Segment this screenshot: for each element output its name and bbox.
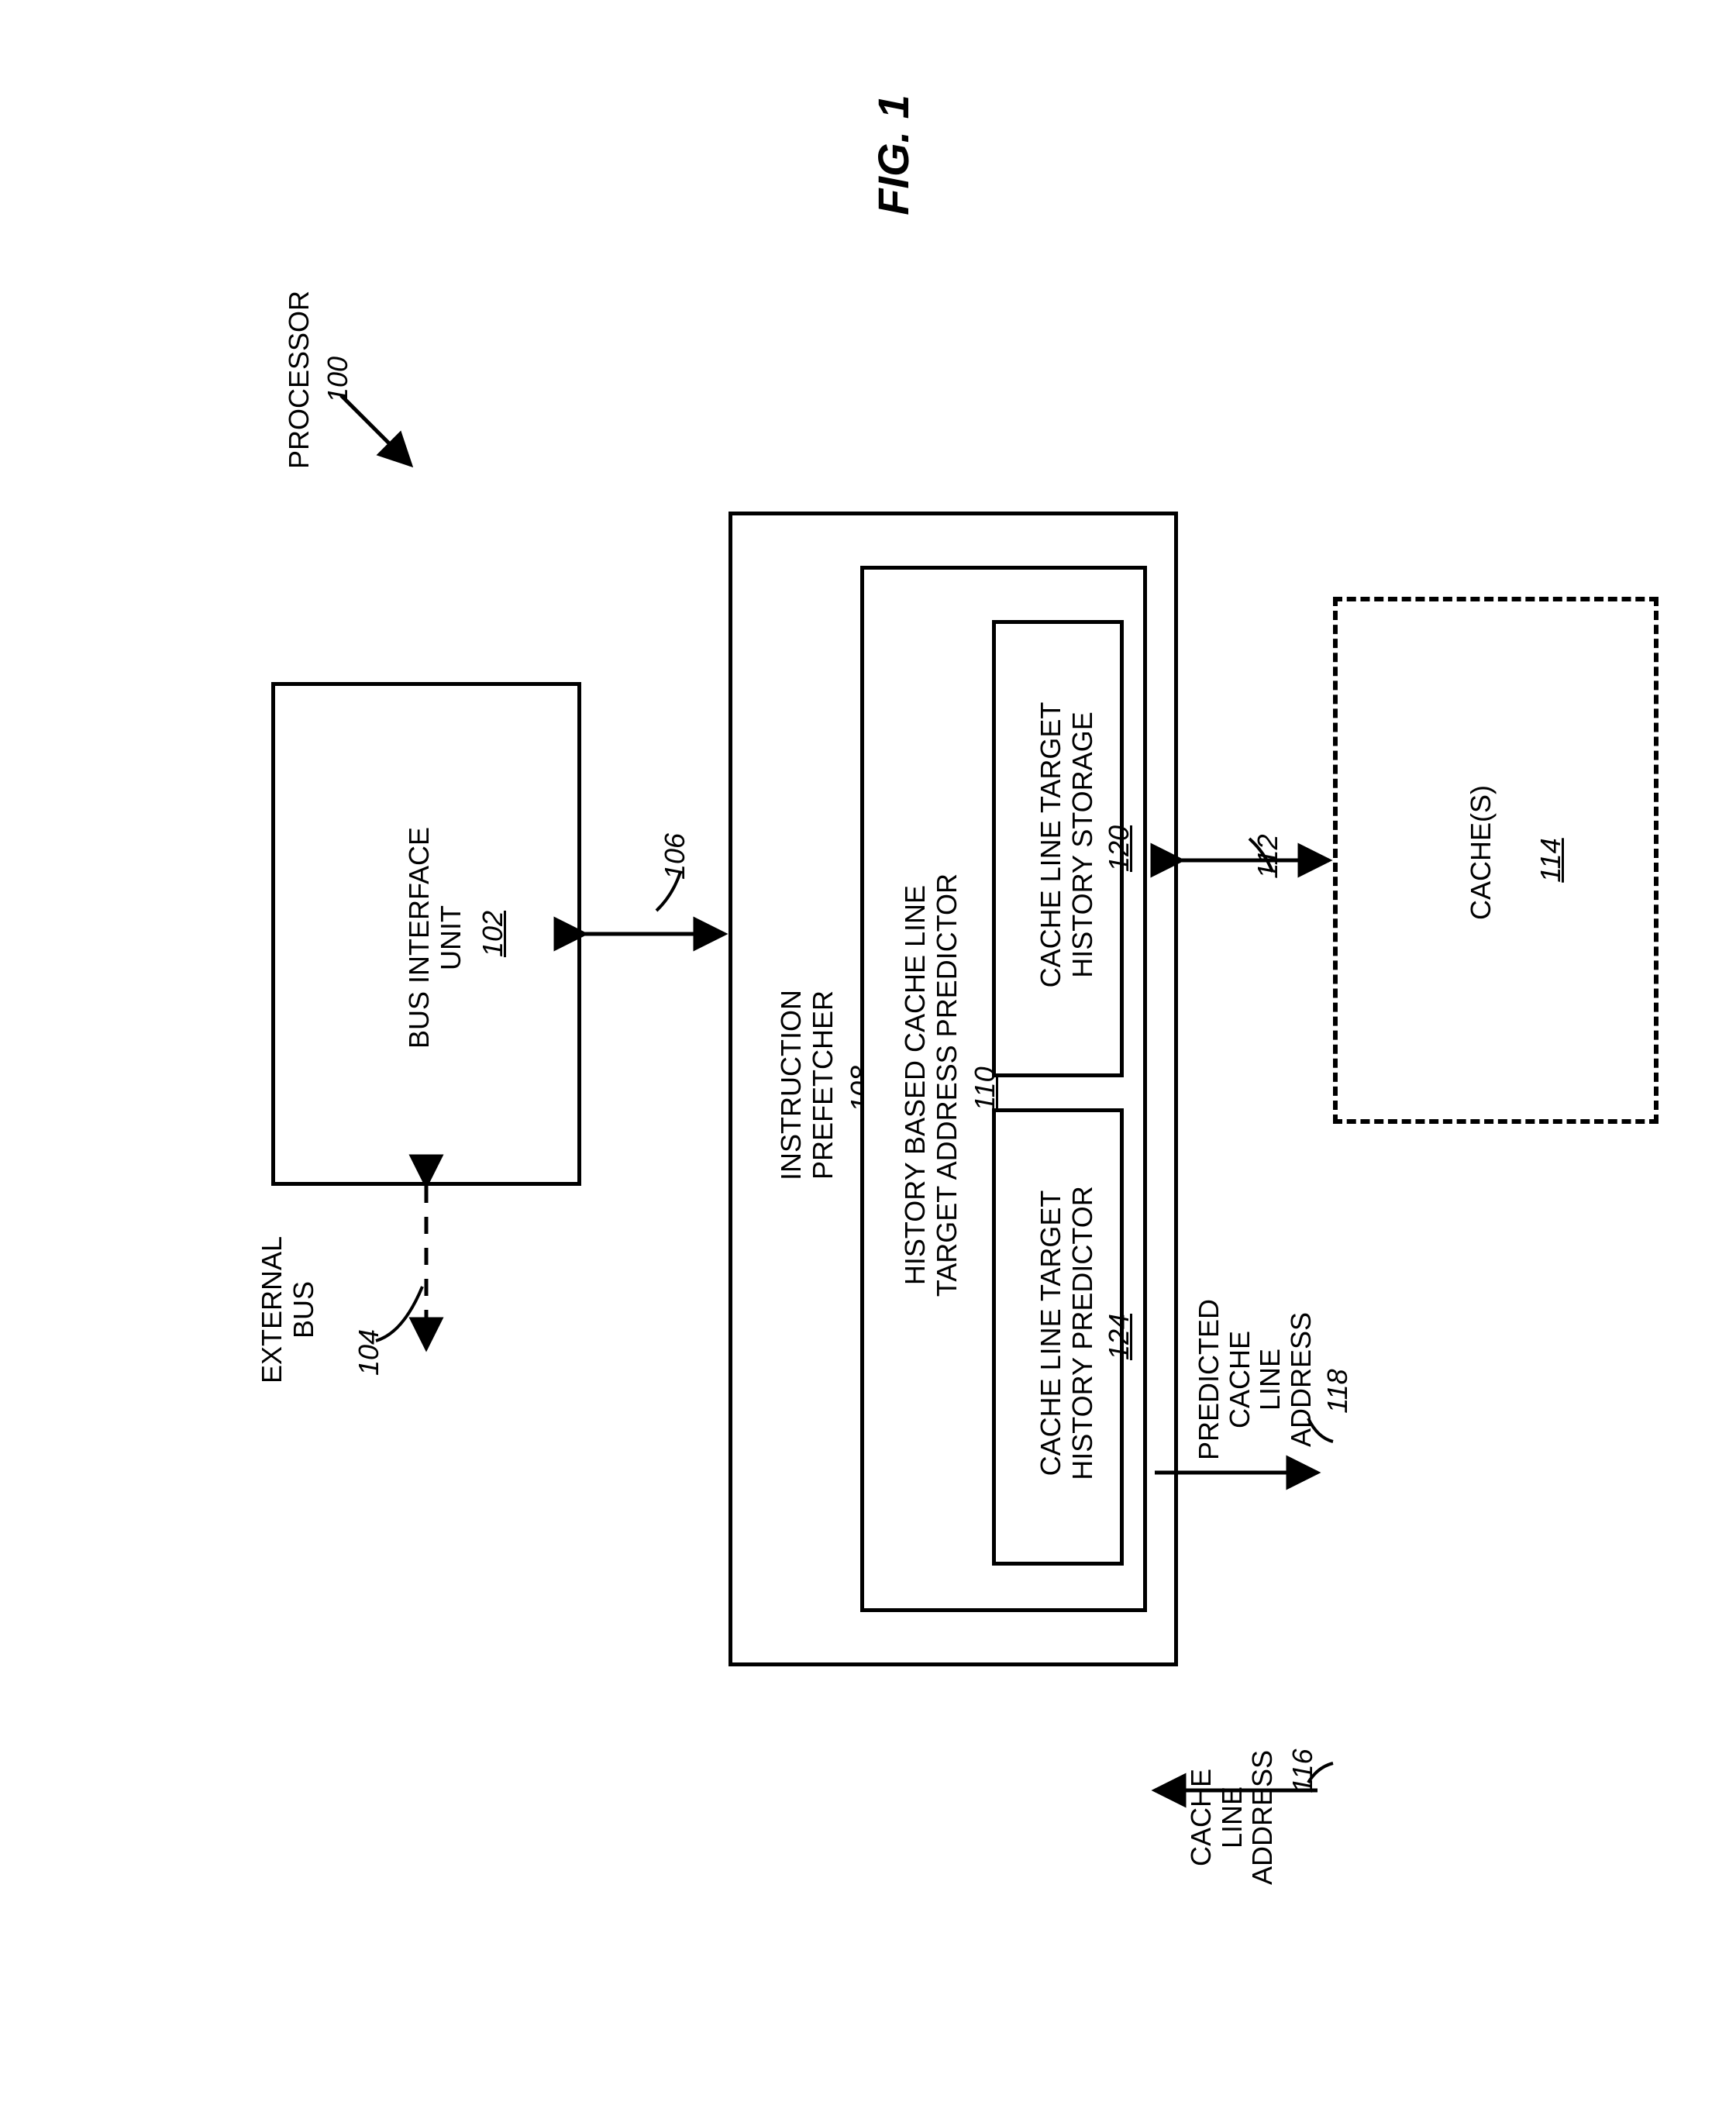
history-storage-ref: 120 [1103,818,1135,880]
external-bus-ref: 104 [353,1314,385,1391]
caches-ref: 114 [1534,829,1567,891]
processor-label: PROCESSOR [283,279,315,481]
history-storage-label: CACHE LINE TARGET HISTORY STORAGE [1035,690,1099,1000]
bus-interface-label: BUS INTERFACE UNIT [403,814,467,1062]
history-predictor-label: CACHE LINE TARGET HISTORY PREDICTOR [1035,1170,1099,1496]
predicted-addr-label: PREDICTED CACHE LINE ADDRESS [1194,1287,1316,1473]
bus-interface-ref: 102 [477,903,509,965]
figure-title: FIG. 1 [868,54,918,256]
prefetcher-label: INSTRUCTION PREFETCHER [775,969,839,1201]
arrow-106-ref: 106 [659,825,691,887]
predictor-outer-label: HISTORY BASED CACHE LINE TARGET ADDRESS … [899,868,963,1302]
predicted-addr-ref: 118 [1321,1360,1354,1422]
cache-line-addr-label: CACHE LINE ADDRESS [1186,1740,1278,1895]
caches-label: CACHE(S) [1465,775,1497,930]
external-bus-label: EXTERNAL BUS [256,1225,320,1395]
history-predictor-ref: 124 [1103,1306,1135,1368]
cache-line-addr-ref: 116 [1286,1740,1319,1802]
processor-ref: 100 [322,341,354,419]
arrow-112-ref: 112 [1252,825,1284,887]
